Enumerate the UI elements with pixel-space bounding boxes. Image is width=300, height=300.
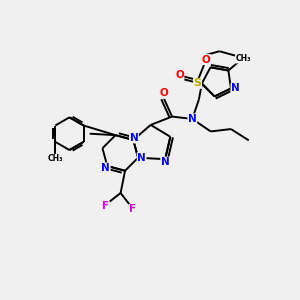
Text: F: F — [129, 204, 136, 214]
Text: CH₃: CH₃ — [236, 54, 251, 63]
Text: O: O — [202, 55, 210, 64]
Text: F: F — [102, 201, 109, 212]
Text: N: N — [101, 163, 110, 173]
Text: S: S — [194, 78, 202, 88]
Text: N: N — [188, 114, 197, 124]
Text: CH₃: CH₃ — [47, 154, 63, 163]
Text: N: N — [161, 157, 170, 167]
Text: N: N — [231, 83, 240, 94]
Text: O: O — [175, 70, 184, 80]
Text: N: N — [130, 133, 138, 143]
Text: N: N — [137, 153, 146, 163]
Text: O: O — [159, 88, 168, 98]
